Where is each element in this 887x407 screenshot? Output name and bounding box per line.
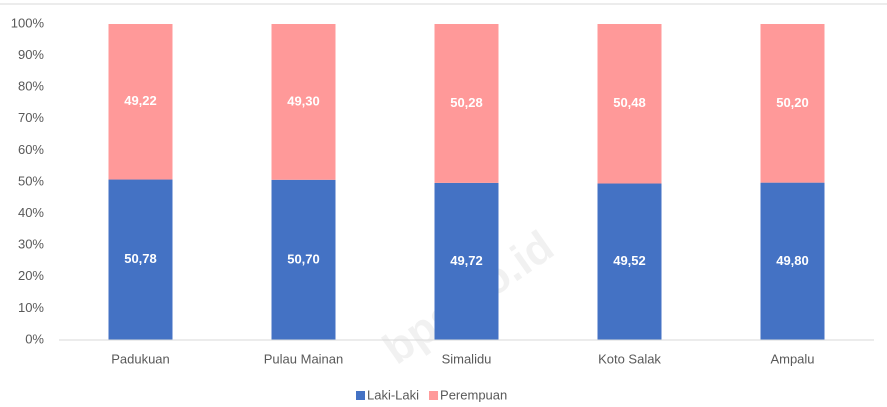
bar-segment [434, 182, 499, 340]
value-label: 49,30 [287, 93, 320, 108]
x-tick-label: Koto Salak [598, 351, 661, 366]
x-tick-label: Padukuan [111, 351, 170, 366]
bar-segment [434, 24, 499, 183]
bar-segment [597, 24, 662, 184]
bar-segment [271, 24, 336, 180]
value-label: 50,28 [450, 95, 483, 110]
bar-segment [597, 183, 662, 340]
bar-segment [108, 179, 173, 340]
y-tick-label: 40% [18, 205, 44, 220]
bar-segment [271, 179, 336, 340]
y-tick-label: 30% [18, 237, 44, 252]
y-tick-label: 80% [18, 79, 44, 94]
value-label: 49,72 [450, 253, 483, 268]
bar-segment [760, 182, 825, 340]
y-tick-label: 70% [18, 110, 44, 125]
legend-label: Perempuan [440, 387, 507, 402]
legend-label: Laki-Laki [367, 387, 419, 402]
x-tick-label: Pulau Mainan [264, 351, 344, 366]
bar-segment [760, 24, 825, 183]
legend-swatch [356, 391, 365, 400]
bar-segment [108, 24, 173, 180]
value-label: 49,52 [613, 253, 646, 268]
y-tick-label: 50% [18, 173, 44, 188]
y-tick-label: 60% [18, 142, 44, 157]
value-label: 50,70 [287, 251, 320, 266]
value-label: 50,48 [613, 95, 646, 110]
x-tick-label: Simalidu [442, 351, 492, 366]
y-tick-label: 90% [18, 47, 44, 62]
y-tick-label: 20% [18, 268, 44, 283]
y-tick-label: 0% [25, 331, 44, 346]
value-label: 50,20 [776, 95, 809, 110]
value-label: 49,80 [776, 253, 809, 268]
y-tick-label: 100% [11, 15, 45, 30]
legend-swatch [429, 391, 439, 400]
value-label: 49,22 [124, 93, 157, 108]
y-tick-label: 10% [18, 300, 44, 315]
value-label: 50,78 [124, 251, 157, 266]
x-tick-label: Ampalu [770, 351, 814, 366]
